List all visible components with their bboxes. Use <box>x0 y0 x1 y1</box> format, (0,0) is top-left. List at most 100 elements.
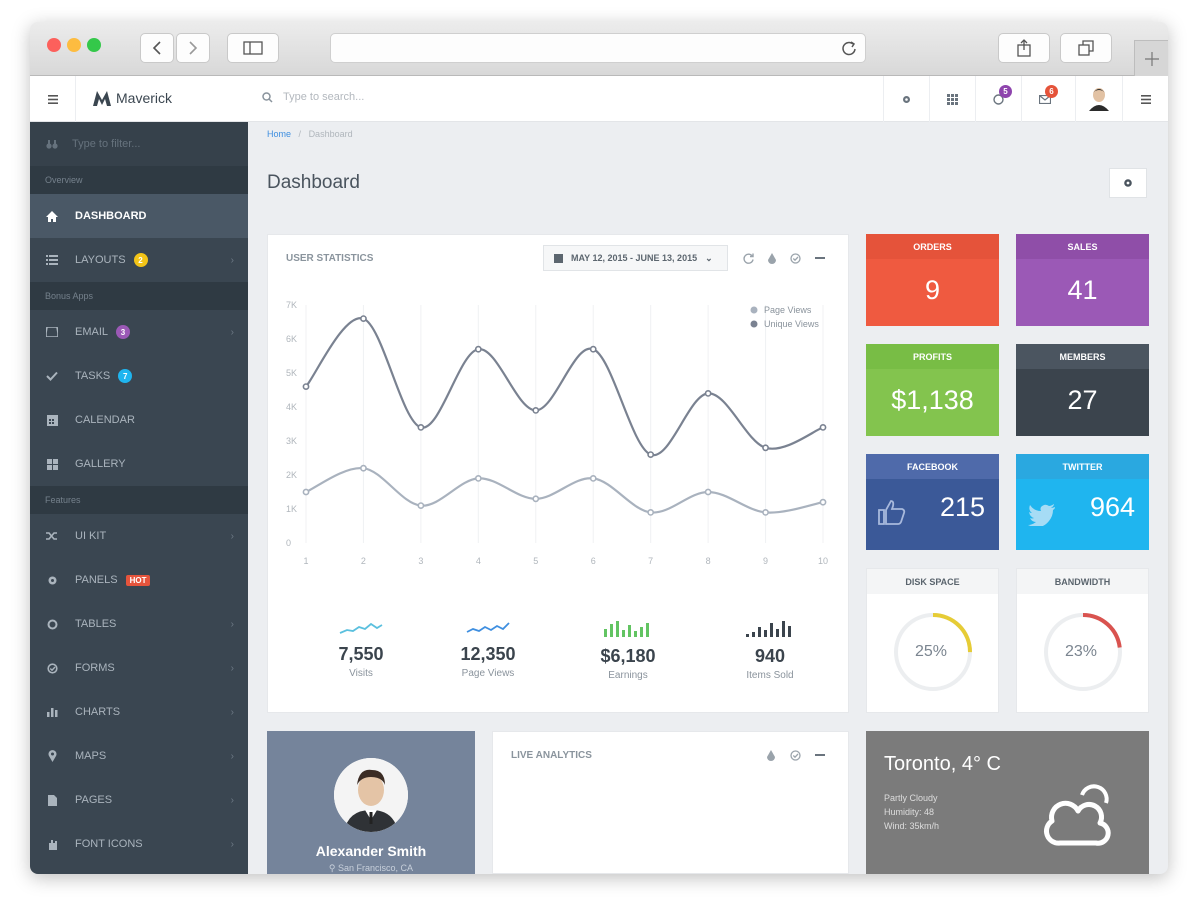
sales-tile[interactable]: SALES 41 <box>1016 234 1149 326</box>
sidebar-item-label: FORMS <box>75 662 115 674</box>
tasks-badge: 7 <box>118 369 133 383</box>
page-views-data-point[interactable] <box>474 474 482 482</box>
color-button[interactable] <box>764 748 778 762</box>
reload-icon[interactable] <box>841 40 857 56</box>
orders-tile[interactable]: ORDERS 9 <box>866 234 999 326</box>
apps-button[interactable] <box>929 76 975 122</box>
bar-chart-icon <box>46 706 58 718</box>
sidebar-item-font-icons[interactable]: FONT ICONS › <box>30 822 248 866</box>
gauge-arc <box>894 613 972 691</box>
options-button[interactable] <box>788 251 802 265</box>
page-views-data-point[interactable] <box>360 464 367 472</box>
share-button[interactable] <box>998 33 1050 63</box>
sidebar-item-ui-kit[interactable]: UI KIT › <box>30 514 248 558</box>
options-menu-button[interactable] <box>1122 76 1168 122</box>
unique-views-data-point[interactable] <box>360 315 367 322</box>
sidebar-menu-button[interactable] <box>30 76 76 122</box>
forward-button[interactable] <box>176 33 210 63</box>
page-views-sparkline-icon <box>466 622 510 633</box>
close-window-button[interactable] <box>47 38 61 52</box>
page-views-data-point[interactable] <box>647 508 655 516</box>
unique-views-data-point[interactable] <box>819 423 827 431</box>
settings-button[interactable] <box>883 76 929 122</box>
unique-views-data-point[interactable] <box>474 345 482 353</box>
y-tick-label: 1K <box>286 504 297 514</box>
sidebar-item-panels[interactable]: PANELS HOT <box>30 558 248 602</box>
tabs-overview-button[interactable] <box>1060 33 1112 63</box>
kpi-label: Page Views <box>461 668 515 679</box>
search-box[interactable]: Type to search... <box>262 91 364 103</box>
sidebar-item-maps[interactable]: MAPS › <box>30 734 248 778</box>
new-tab-button[interactable] <box>1134 40 1168 76</box>
minimize-window-button[interactable] <box>67 38 81 52</box>
back-button[interactable] <box>140 33 174 63</box>
page-views-data-point[interactable] <box>302 488 310 496</box>
sidebar-item-forms[interactable]: FORMS › <box>30 646 248 690</box>
sidebar-item-email[interactable]: EMAIL 3 › <box>30 310 248 354</box>
minimize-card-button[interactable] <box>813 748 827 762</box>
breadcrumb-home-link[interactable]: Home <box>267 129 292 139</box>
sidebar-item-gallery[interactable]: GALLERY <box>30 442 248 486</box>
maverick-logo-icon <box>93 91 111 106</box>
sidebar-toggle-button[interactable] <box>227 33 279 63</box>
sidebar-item-label: PANELS <box>75 574 118 586</box>
unique-views-series-line <box>305 317 824 456</box>
minimize-card-button[interactable] <box>813 251 827 265</box>
user-avatar-button[interactable] <box>1075 76 1121 122</box>
tile-value: 964 <box>1089 492 1135 522</box>
address-bar[interactable] <box>330 33 866 63</box>
kpi-value: 12,350 <box>460 644 516 664</box>
sidebar-item-charts[interactable]: CHARTS › <box>30 690 248 734</box>
page-views-data-point[interactable] <box>762 508 769 516</box>
page-views-data-point[interactable] <box>532 495 540 503</box>
unique-views-data-point[interactable] <box>589 345 597 353</box>
page-views-data-point[interactable] <box>417 502 425 509</box>
legend-swatch <box>750 320 758 328</box>
options-button[interactable] <box>788 748 802 762</box>
kpi-value: 940 <box>754 646 786 666</box>
chevron-right-icon: › <box>230 326 234 338</box>
avatar[interactable] <box>334 758 408 832</box>
sidebar-item-layouts[interactable]: LAYOUTS 2 › <box>30 238 248 282</box>
sidebar-item-tasks[interactable]: TASKS 7 <box>30 354 248 398</box>
kpi-value: 7,550 <box>338 644 384 664</box>
sidebar-filter[interactable]: Type to filter... <box>30 122 248 166</box>
page-views-data-point[interactable] <box>589 474 597 482</box>
profits-tile[interactable]: PROFITS $1,138 <box>866 344 999 436</box>
brand-logo[interactable]: Maverick <box>92 89 172 107</box>
page-views-data-point[interactable] <box>704 488 712 496</box>
disk-space-gauge <box>894 613 972 691</box>
sidebar-item-calendar[interactable]: CALENDAR <box>30 398 248 442</box>
sidebar-item-dashboard[interactable]: DASHBOARD <box>30 194 248 238</box>
page-views-data-point[interactable] <box>819 498 827 506</box>
twitter-tile[interactable]: TWITTER 964 <box>1016 454 1149 550</box>
unique-views-data-point[interactable] <box>532 407 540 414</box>
sidebar-item-label: UI KIT <box>75 530 107 542</box>
sidebar-item-label: MAPS <box>75 750 107 762</box>
members-tile[interactable]: MEMBERS 27 <box>1016 344 1149 436</box>
kpi-value: $6,180 <box>600 646 656 666</box>
email-badge: 3 <box>116 325 131 339</box>
sidebar-item-pages[interactable]: PAGES › <box>30 778 248 822</box>
bandwidth-card: BANDWIDTH 23% <box>1016 568 1149 713</box>
kpi-visits: 7,550 Visits <box>291 621 431 679</box>
unique-views-data-point[interactable] <box>704 390 712 397</box>
refresh-button[interactable] <box>741 251 755 265</box>
avatar <box>1088 88 1109 111</box>
messages-button[interactable]: 6 <box>1021 76 1067 122</box>
facebook-tile[interactable]: FACEBOOK 215 <box>866 454 999 550</box>
unique-views-data-point[interactable] <box>302 383 310 390</box>
search-input[interactable]: Type to search... <box>283 91 365 103</box>
unique-views-data-point[interactable] <box>762 444 769 452</box>
unique-views-data-point[interactable] <box>417 423 425 431</box>
date-range-picker[interactable]: MAY 12, 2015 - JUNE 13, 2015 ⌄ <box>543 245 728 271</box>
notifications-button[interactable]: 5 <box>975 76 1021 122</box>
sidebar-item-tables[interactable]: TABLES › <box>30 602 248 646</box>
unique-views-data-point[interactable] <box>647 451 655 458</box>
maximize-window-button[interactable] <box>87 38 101 52</box>
filter-input[interactable]: Type to filter... <box>72 138 141 150</box>
check-circle-icon <box>789 252 801 264</box>
page-settings-button[interactable] <box>1109 168 1147 198</box>
legend-label: Page Views <box>764 305 812 315</box>
color-button[interactable] <box>765 251 779 265</box>
